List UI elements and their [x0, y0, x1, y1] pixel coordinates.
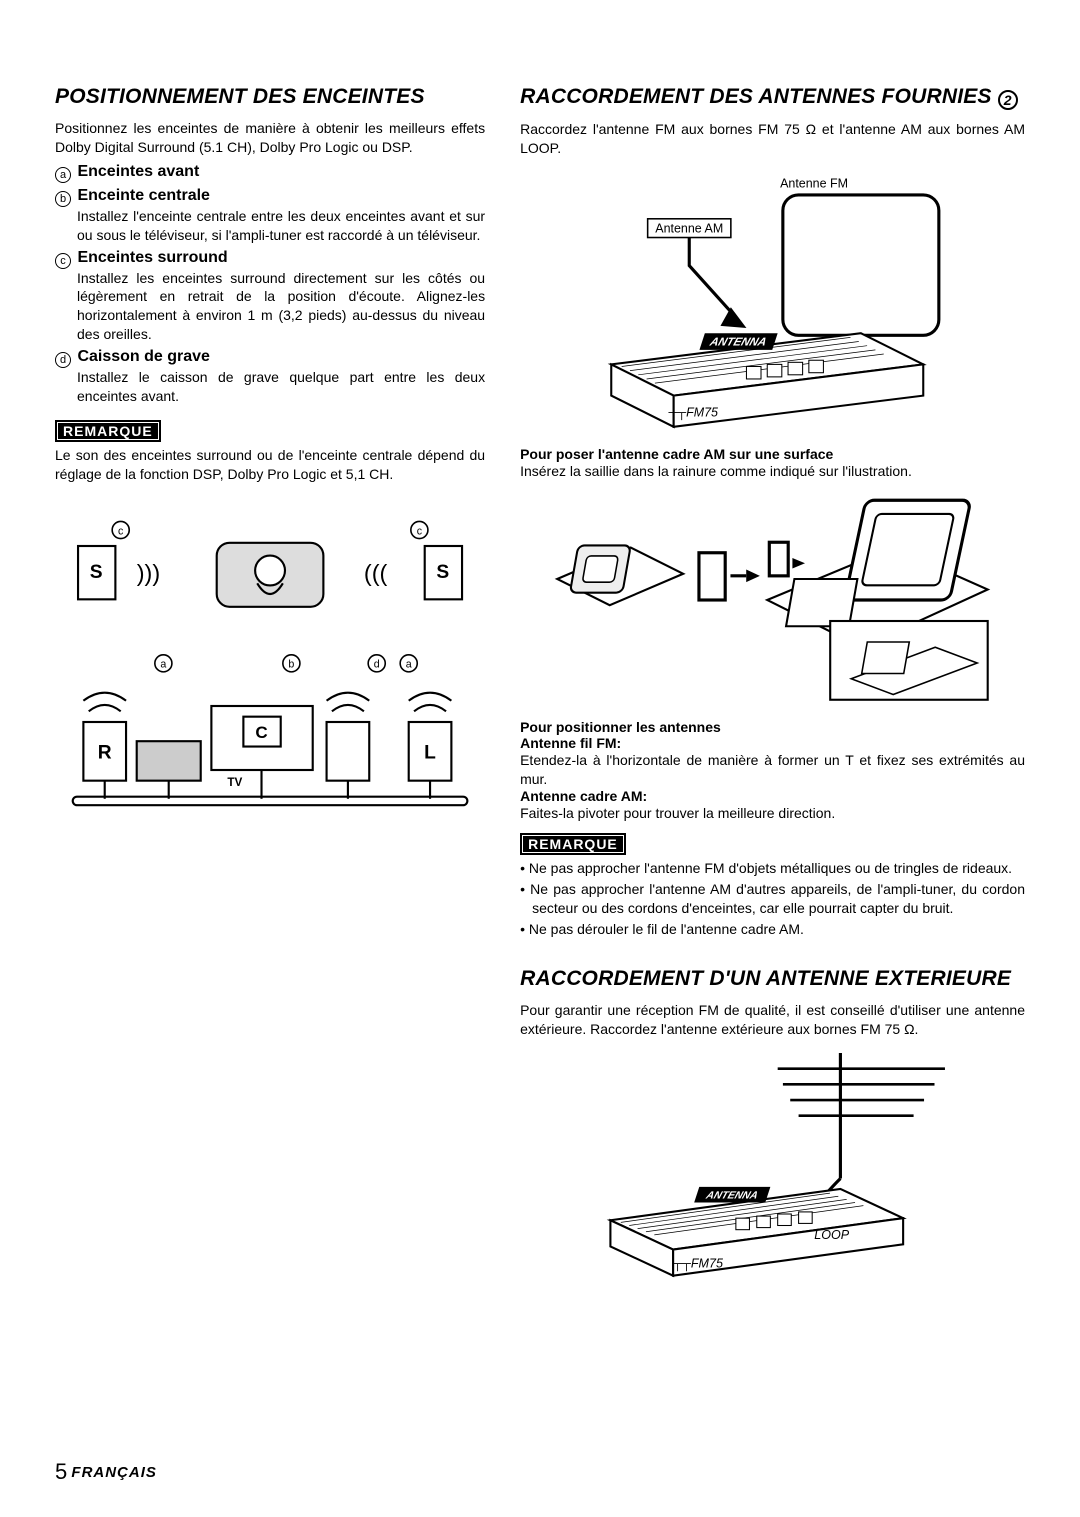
- remarque-bullets: Ne pas approcher l'antenne FM d'objets m…: [520, 859, 1025, 939]
- external-antenna-diagram: ANTENNA LOOP ┬┬FM75: [520, 1053, 1025, 1283]
- page-footer: 5 FRANÇAIS: [55, 1459, 157, 1485]
- fm-text: Etendez-la à l'horizontale de manière à …: [520, 751, 1025, 789]
- s1-intro: Raccordez l'antenne FM aux bornes FM 75 …: [520, 120, 1025, 158]
- fm-label: Antenne fil FM:: [520, 735, 1025, 751]
- marker-c: c: [55, 253, 71, 269]
- svg-text:┬┬FM75: ┬┬FM75: [672, 1256, 723, 1272]
- svg-text:a: a: [406, 658, 412, 670]
- marker-a: a: [55, 167, 71, 183]
- section-title-raccordement-fournies: RACCORDEMENT DES ANTENNES FOURNIES 2: [520, 85, 1025, 110]
- svg-text:ANTENNA: ANTENNA: [704, 1189, 760, 1201]
- sub-pour-poser-text: Insérez la saillie dans la rainure comme…: [520, 462, 1025, 481]
- svg-text:ANTENNA: ANTENNA: [707, 336, 768, 349]
- circled-2: 2: [998, 90, 1018, 110]
- am-text: Faites-la pivoter pour trouver la meille…: [520, 804, 1025, 823]
- sub-pour-poser: Pour poser l'antenne cadre AM sur une su…: [520, 446, 1025, 462]
- bullet-2: Ne pas dérouler le fil de l'antenne cadr…: [520, 920, 1025, 939]
- label-b: Enceinte centrale: [77, 187, 210, 204]
- page-number: 5: [55, 1459, 67, 1484]
- section-title-positionnement: POSITIONNEMENT DES ENCEINTES: [55, 85, 485, 109]
- svg-text:b: b: [288, 658, 294, 670]
- fig1-am-label: Antenne AM: [655, 221, 723, 235]
- intro-text: Positionnez les enceintes de manière à o…: [55, 119, 485, 157]
- am-loop-placement-diagram: [520, 495, 1025, 705]
- text-d: Installez le caisson de grave quelque pa…: [55, 368, 485, 406]
- item-c: c Enceintes surround Installez les encei…: [55, 249, 485, 345]
- svg-text:a: a: [160, 658, 166, 670]
- remarque-text-left: Le son des enceintes surround ou de l'en…: [55, 446, 485, 484]
- svg-text:TV: TV: [227, 776, 242, 789]
- svg-text:LOOP: LOOP: [814, 1228, 849, 1242]
- svg-text:R: R: [98, 742, 112, 763]
- svg-text:d: d: [374, 658, 380, 670]
- page-lang: FRANÇAIS: [71, 1464, 157, 1481]
- svg-text:S: S: [90, 562, 103, 583]
- item-b: b Enceinte centrale Installez l'enceinte…: [55, 187, 485, 245]
- text-c: Installez les enceintes surround directe…: [55, 269, 485, 345]
- fig1-fm-label: Antenne FM: [780, 176, 848, 190]
- bullet-1: Ne pas approcher l'antenne AM d'autres a…: [520, 880, 1025, 918]
- label-d: Caisson de grave: [77, 348, 210, 365]
- svg-text:(((: (((: [364, 560, 388, 586]
- marker-b: b: [55, 191, 71, 207]
- speaker-layout-diagram: c S ))) c ((( S a b d: [55, 498, 485, 818]
- item-d: d Caisson de grave Installez le caisson …: [55, 348, 485, 406]
- svg-text:c: c: [118, 525, 124, 537]
- remarque-badge-left: REMARQUE: [55, 420, 161, 442]
- label-a: Enceintes avant: [77, 163, 199, 180]
- title-text-1: RACCORDEMENT DES ANTENNES FOURNIES: [520, 85, 998, 108]
- remarque-badge-right: REMARQUE: [520, 833, 626, 855]
- antenna-connection-diagram: Antenne FM Antenne AM: [520, 172, 1025, 432]
- item-a: a Enceintes avant: [55, 163, 485, 183]
- svg-text:c: c: [417, 525, 423, 537]
- bullet-0: Ne pas approcher l'antenne FM d'objets m…: [520, 859, 1025, 878]
- svg-text:L: L: [424, 742, 436, 763]
- text-b: Installez l'enceinte centrale entre les …: [55, 207, 485, 245]
- section-title-raccordement-ext: RACCORDEMENT D'UN ANTENNE EXTERIEURE: [520, 967, 1025, 991]
- marker-d: d: [55, 352, 71, 368]
- svg-text:))): ))): [137, 560, 160, 586]
- am-label: Antenne cadre AM:: [520, 788, 1025, 804]
- svg-text:┬┬FM75: ┬┬FM75: [668, 405, 719, 420]
- s2-intro: Pour garantir une réception FM de qualit…: [520, 1001, 1025, 1039]
- svg-text:S: S: [436, 562, 449, 583]
- svg-text:C: C: [255, 723, 267, 742]
- sub-pour-positionner: Pour positionner les antennes: [520, 719, 1025, 735]
- label-c: Enceintes surround: [77, 249, 227, 266]
